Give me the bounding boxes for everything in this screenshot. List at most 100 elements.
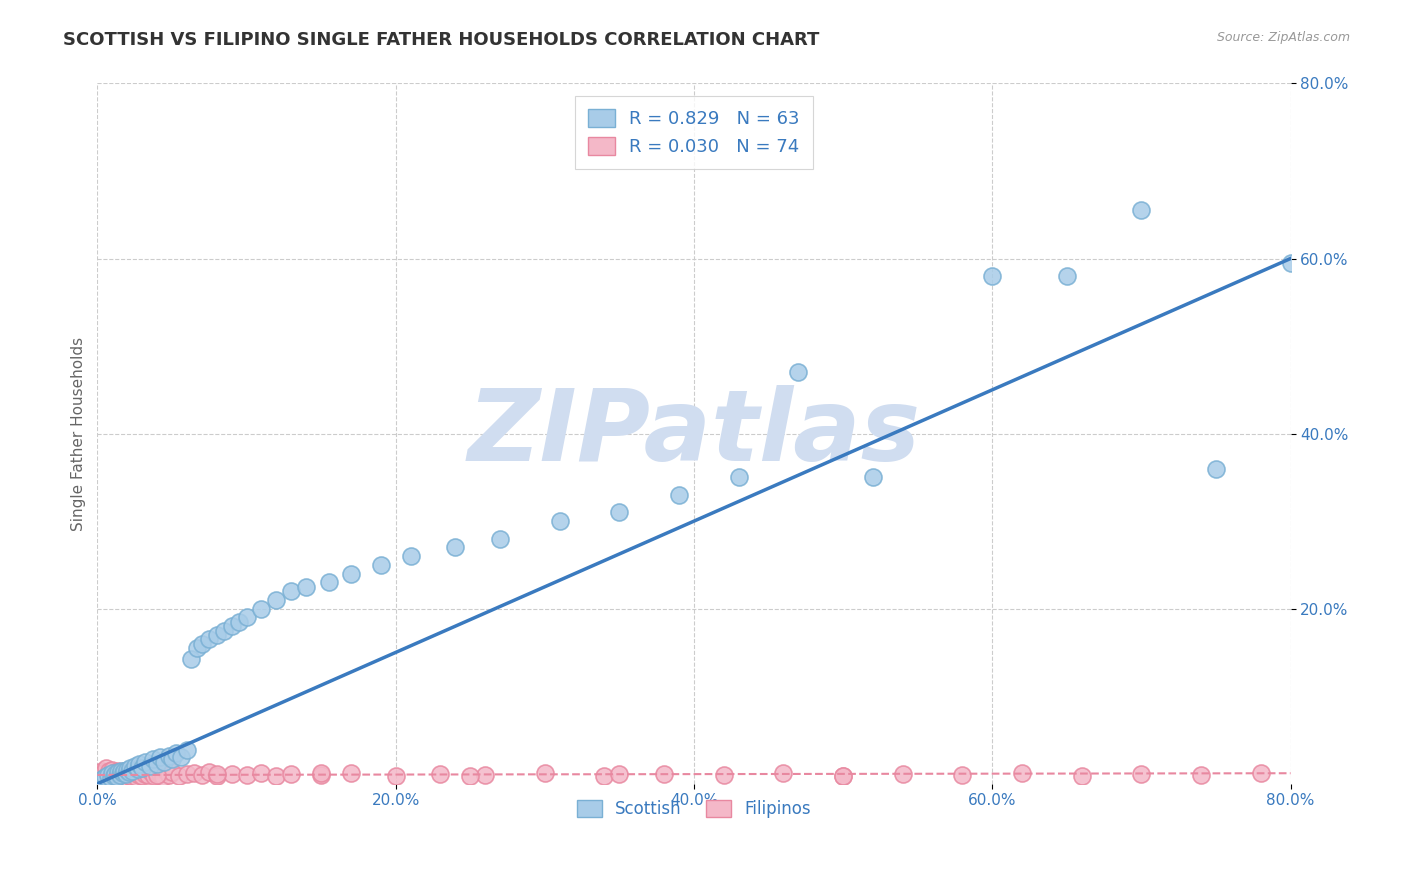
Point <box>280 767 302 781</box>
Point <box>340 766 363 780</box>
Point <box>1279 256 1302 270</box>
Point <box>114 767 136 781</box>
Point <box>668 488 690 502</box>
Point <box>295 580 318 594</box>
Point <box>127 764 149 779</box>
Point <box>1250 766 1272 780</box>
Point <box>609 767 631 781</box>
Point <box>384 769 406 783</box>
Point <box>155 764 177 779</box>
Point <box>250 601 273 615</box>
Point <box>183 766 205 780</box>
Point <box>98 764 121 779</box>
Point <box>399 549 422 563</box>
Point <box>152 770 174 784</box>
Point <box>124 759 146 773</box>
Point <box>110 764 132 778</box>
Point <box>121 764 143 778</box>
Point <box>134 755 156 769</box>
Point <box>205 767 228 781</box>
Point <box>832 769 855 783</box>
Point <box>444 541 467 555</box>
Text: ZIPatlas: ZIPatlas <box>467 385 921 482</box>
Point <box>221 767 243 781</box>
Point <box>309 766 332 780</box>
Point <box>548 514 571 528</box>
Point <box>474 768 496 782</box>
Point <box>141 752 163 766</box>
Point <box>1130 767 1153 781</box>
Point <box>205 628 228 642</box>
Point <box>128 768 150 782</box>
Point <box>593 769 616 783</box>
Point <box>458 769 481 783</box>
Point <box>108 768 131 782</box>
Point <box>112 764 135 779</box>
Point <box>124 766 146 780</box>
Point <box>91 766 114 780</box>
Point <box>1070 769 1092 783</box>
Point <box>89 768 111 782</box>
Point <box>157 748 180 763</box>
Point <box>114 767 136 781</box>
Point <box>104 765 127 780</box>
Point <box>105 770 128 784</box>
Point <box>97 768 120 782</box>
Point <box>138 759 160 773</box>
Point <box>228 615 250 629</box>
Point <box>198 632 221 647</box>
Point <box>90 764 112 778</box>
Point <box>170 750 193 764</box>
Point <box>103 767 125 781</box>
Point <box>146 757 169 772</box>
Point <box>190 768 212 782</box>
Point <box>340 566 363 581</box>
Point <box>97 768 120 782</box>
Point <box>153 755 176 769</box>
Point <box>115 768 138 782</box>
Point <box>108 768 131 782</box>
Point <box>111 766 134 780</box>
Point <box>952 768 974 782</box>
Point <box>118 765 141 780</box>
Point <box>118 765 141 780</box>
Point <box>1189 768 1212 782</box>
Point <box>1011 766 1033 780</box>
Point <box>429 767 451 781</box>
Point <box>176 767 198 781</box>
Point <box>125 770 148 784</box>
Point <box>180 652 202 666</box>
Point <box>104 767 127 781</box>
Point <box>149 767 172 781</box>
Point <box>198 765 221 780</box>
Point <box>266 593 288 607</box>
Point <box>266 769 288 783</box>
Point <box>489 532 512 546</box>
Point <box>111 770 134 784</box>
Point <box>235 768 257 782</box>
Point <box>891 767 914 781</box>
Point <box>94 770 117 784</box>
Point <box>169 769 191 783</box>
Point <box>139 765 162 780</box>
Point <box>221 619 243 633</box>
Point <box>131 769 153 783</box>
Point <box>727 470 749 484</box>
Point <box>105 769 128 783</box>
Point <box>609 505 631 519</box>
Point <box>127 762 149 776</box>
Point <box>136 768 159 782</box>
Point <box>101 763 124 777</box>
Point <box>1056 268 1078 283</box>
Point <box>370 558 392 572</box>
Point <box>149 750 172 764</box>
Point <box>94 770 117 784</box>
Point <box>110 766 132 780</box>
Point <box>129 765 152 780</box>
Point <box>280 584 302 599</box>
Point <box>122 767 145 781</box>
Point <box>1205 461 1227 475</box>
Point <box>160 752 183 766</box>
Point <box>100 769 122 783</box>
Point <box>131 761 153 775</box>
